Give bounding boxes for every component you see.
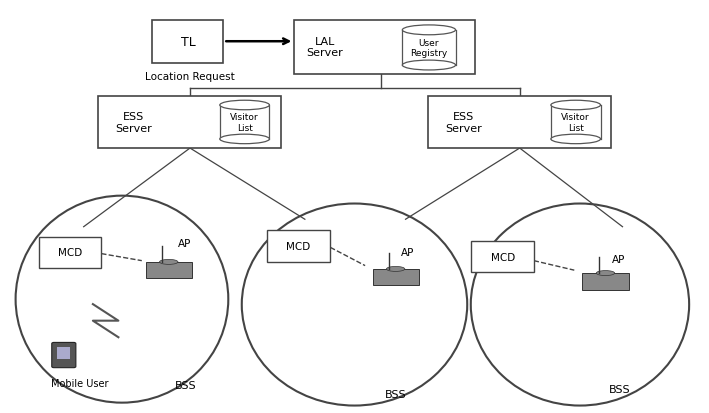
Text: ESS
Server: ESS Server (115, 112, 152, 133)
Ellipse shape (220, 135, 269, 144)
Text: Mobile User: Mobile User (50, 378, 108, 388)
FancyBboxPatch shape (152, 21, 223, 64)
Ellipse shape (386, 267, 405, 272)
Text: MCD: MCD (58, 248, 82, 258)
Text: BSS: BSS (609, 384, 630, 394)
Ellipse shape (220, 101, 269, 110)
Text: MCD: MCD (286, 241, 311, 251)
Text: User
Registry: User Registry (411, 39, 447, 58)
FancyBboxPatch shape (267, 230, 330, 262)
FancyBboxPatch shape (39, 237, 101, 268)
Ellipse shape (16, 196, 228, 403)
Ellipse shape (551, 135, 601, 144)
FancyBboxPatch shape (582, 273, 628, 290)
Ellipse shape (596, 271, 615, 276)
Ellipse shape (403, 26, 456, 36)
Text: AP: AP (612, 254, 625, 264)
Ellipse shape (403, 61, 456, 71)
FancyBboxPatch shape (428, 97, 611, 149)
Text: BSS: BSS (175, 380, 196, 390)
Bar (220, 106, 269, 140)
Text: Visitor
List: Visitor List (230, 113, 259, 132)
Text: AP: AP (401, 247, 414, 257)
Text: LAL
Server: LAL Server (306, 37, 343, 58)
Bar (551, 106, 601, 140)
Ellipse shape (160, 260, 178, 265)
Ellipse shape (242, 204, 467, 406)
FancyBboxPatch shape (57, 347, 70, 359)
FancyBboxPatch shape (373, 269, 418, 286)
FancyBboxPatch shape (471, 242, 534, 273)
Text: AP: AP (178, 239, 191, 249)
FancyBboxPatch shape (294, 21, 475, 74)
Text: BSS: BSS (385, 389, 406, 399)
Text: Location Request: Location Request (145, 71, 235, 81)
FancyBboxPatch shape (98, 97, 281, 149)
Text: MCD: MCD (491, 252, 515, 262)
Text: Visitor
List: Visitor List (562, 113, 590, 132)
FancyBboxPatch shape (146, 262, 191, 279)
Ellipse shape (551, 101, 601, 110)
Text: ESS
Server: ESS Server (445, 112, 482, 133)
Bar (403, 31, 455, 66)
FancyBboxPatch shape (52, 343, 76, 368)
Text: TL: TL (181, 36, 195, 49)
Ellipse shape (471, 204, 689, 406)
